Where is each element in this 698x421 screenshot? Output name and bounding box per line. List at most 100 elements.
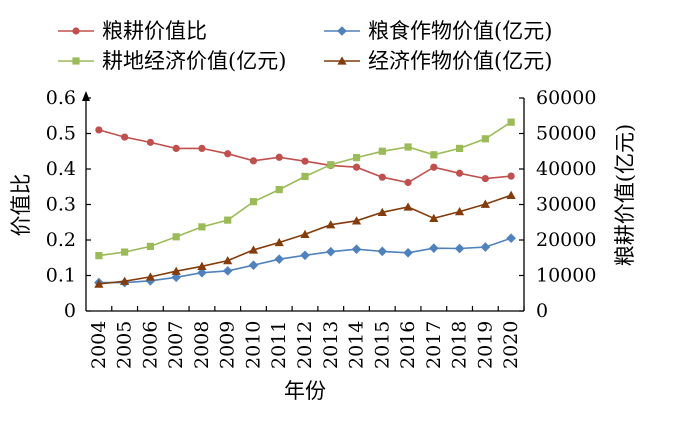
series-line [98, 194, 512, 285]
x-tick-label: 2012 [294, 321, 316, 369]
data-point [171, 272, 181, 283]
x-tick-label: 2017 [423, 321, 445, 369]
data-point [224, 216, 232, 224]
x-tick-label: 2019 [474, 321, 496, 369]
legend-item: 耕地经济价值(亿元) [58, 49, 286, 73]
x-tick-label: 2009 [217, 321, 239, 369]
legend-label: 耕地经济价值(亿元) [102, 49, 286, 73]
data-point [248, 245, 259, 254]
y-left-tick-label: 0 [64, 300, 76, 322]
data-point [352, 154, 361, 162]
x-tick-label: 2008 [191, 321, 213, 369]
data-point [145, 276, 156, 286]
data-point [455, 144, 464, 153]
data-point [378, 173, 386, 181]
data-point [507, 118, 515, 126]
x-tick-label: 2016 [397, 321, 419, 369]
data-point [222, 266, 233, 276]
data-point [197, 267, 207, 278]
data-point [146, 138, 155, 146]
data-point [274, 254, 285, 264]
y-left-tick-label: 0.1 [46, 265, 76, 287]
legend-item: 粮食作物价值(亿元) [324, 19, 552, 43]
x-tick-label: 2018 [449, 321, 471, 369]
data-point [248, 260, 259, 271]
y-right-tick-label: 40000 [536, 158, 596, 180]
data-point [480, 242, 491, 252]
legend-label: 经济作物价值(亿元) [368, 49, 552, 73]
data-point [249, 198, 258, 206]
data-point [506, 190, 516, 199]
data-point [403, 247, 413, 258]
x-tick-label: 2006 [139, 321, 161, 369]
y-right-tick-label: 10000 [536, 265, 596, 287]
y-right-tick-label: 60000 [536, 87, 596, 109]
y-right-tick-label: 30000 [536, 194, 596, 216]
data-point [480, 199, 490, 208]
data-point [377, 246, 388, 257]
x-tick-label: 2011 [268, 321, 290, 369]
data-point [351, 216, 362, 225]
y-right-tick-label: 50000 [536, 123, 596, 145]
legend-swatch-marker [337, 26, 347, 36]
y-left-tick-label: 0.3 [46, 194, 76, 216]
series-2 [94, 233, 516, 288]
x-tick-label: 2004 [88, 321, 110, 369]
series-3 [95, 118, 515, 260]
data-point [404, 178, 412, 187]
data-point [326, 220, 336, 229]
legend-item: 粮耕价值比 [58, 19, 207, 43]
data-point [172, 144, 180, 153]
series-1 [95, 126, 515, 187]
x-tick-label: 2013 [320, 321, 342, 369]
data-point [198, 223, 206, 231]
x-tick-label: 2015 [371, 321, 393, 369]
data-point [455, 169, 464, 177]
y-axis-left-title: 价值比 [9, 174, 33, 237]
data-point [378, 147, 386, 155]
data-point [146, 242, 155, 250]
data-point [95, 126, 103, 134]
data-point [327, 161, 335, 169]
data-point [172, 233, 180, 241]
data-point [506, 233, 516, 244]
legend-item: 经济作物价值(亿元) [324, 49, 552, 73]
series-line [98, 237, 512, 284]
data-point [352, 163, 361, 171]
data-point [429, 243, 439, 253]
data-point [121, 133, 129, 141]
data-point [300, 250, 310, 261]
data-point [95, 252, 103, 260]
data-point [145, 272, 156, 281]
x-tick-label: 2007 [165, 321, 187, 369]
data-point [351, 244, 362, 255]
data-point [171, 266, 181, 275]
y-left-tick-label: 0.5 [46, 123, 76, 145]
data-point [481, 174, 489, 183]
data-point [275, 185, 283, 194]
data-point [94, 279, 104, 288]
data-point [403, 202, 413, 211]
x-tick-label: 2005 [114, 321, 136, 369]
series-4 [94, 190, 516, 288]
data-point [197, 261, 207, 270]
legend-swatch-marker [337, 56, 347, 65]
y-left-tick-label: 0.4 [46, 158, 76, 180]
data-point [430, 151, 438, 159]
y-right-tick-label: 20000 [536, 229, 596, 251]
y-axis-right-title: 粮耕价值(亿元) [613, 124, 637, 266]
legend-label: 粮食作物价值(亿元) [368, 19, 552, 43]
data-point [325, 246, 336, 257]
data-point [301, 172, 309, 181]
data-point [430, 163, 438, 171]
data-point [454, 243, 465, 254]
x-tick-label: 2020 [500, 321, 522, 369]
y-axis-left-arrow [82, 91, 90, 101]
data-point [404, 143, 412, 151]
legend-swatch-marker [72, 27, 80, 35]
y-left-tick-label: 0.2 [46, 229, 76, 251]
series-layer [94, 118, 516, 288]
legend-label: 粮耕价值比 [102, 19, 207, 43]
data-point [223, 255, 233, 265]
data-point [301, 157, 309, 165]
